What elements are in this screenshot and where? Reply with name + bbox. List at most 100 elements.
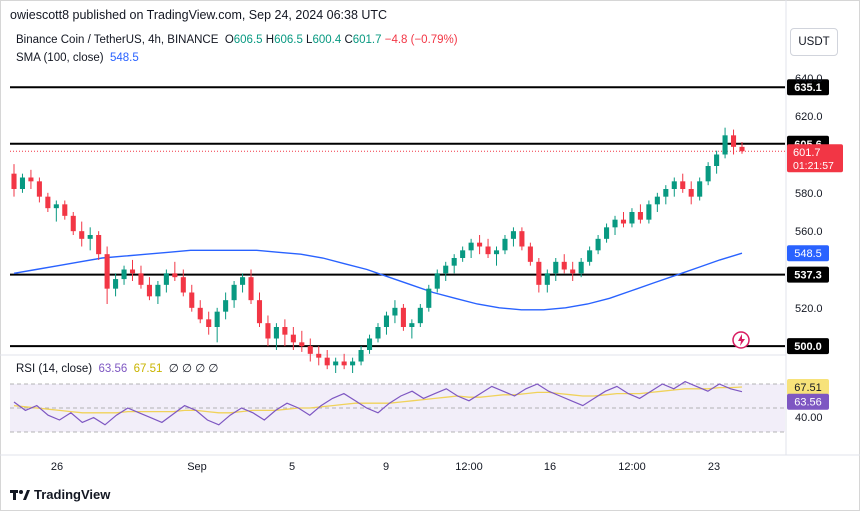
- candle-body: [536, 261, 542, 285]
- candle-body: [11, 173, 17, 189]
- change-value: −4.8 (−0.79%): [384, 34, 458, 46]
- candle-body: [654, 196, 660, 205]
- x-tick-label: 16: [544, 461, 556, 473]
- candle-body: [417, 307, 423, 324]
- candle-body: [350, 361, 356, 366]
- low-label: L: [306, 34, 313, 46]
- x-tick-label: 9: [383, 461, 389, 473]
- last-price-label: 601.7: [793, 147, 821, 159]
- candle-body: [519, 231, 525, 247]
- level-label: 537.3: [794, 270, 822, 282]
- candle-body: [180, 277, 186, 293]
- candle-body: [620, 219, 627, 224]
- x-tick-label: 5: [289, 461, 295, 473]
- level-label: 500.0: [794, 341, 822, 353]
- candle-body: [544, 273, 550, 285]
- candle-body: [104, 254, 110, 289]
- rsi-value: 63.56: [98, 363, 128, 375]
- candle-body: [426, 288, 432, 308]
- candle-body: [290, 334, 296, 343]
- close-label: C: [344, 34, 353, 46]
- candle-body: [561, 261, 567, 270]
- y-tick-label: 640.0: [795, 73, 823, 85]
- candle-body: [333, 361, 339, 366]
- candle-body: [637, 212, 643, 220]
- close-value: 601.7: [352, 34, 382, 46]
- candle-body: [87, 235, 93, 239]
- candle-body: [129, 269, 136, 274]
- candle-body: [265, 323, 271, 339]
- candle-body: [705, 166, 711, 182]
- tradingview-logo-icon: [10, 489, 30, 500]
- candle-body: [341, 361, 347, 366]
- candle-body: [477, 242, 483, 247]
- rsi-ma-tag-label: 67.51: [794, 382, 822, 394]
- published-by-text: owiescott8 published on TradingView.com,…: [10, 8, 388, 22]
- candle-body: [273, 327, 279, 339]
- candle-body: [214, 311, 220, 327]
- candle-body: [383, 315, 390, 327]
- candle-body: [163, 273, 169, 285]
- candle-body: [485, 246, 491, 255]
- candle-body: [688, 189, 694, 197]
- sma-label: SMA (100, close): [16, 52, 104, 64]
- x-tick-label: 12:00: [455, 461, 483, 473]
- symbol-legend[interactable]: Binance Coin / TetherUS, 4h, BINANCE O 60…: [16, 34, 458, 46]
- level-label: 635.1: [794, 82, 822, 94]
- high-value: 606.5: [274, 34, 303, 46]
- open-label: O: [224, 34, 234, 46]
- candle-body: [722, 135, 728, 155]
- y-tick-label: 580.0: [795, 188, 823, 200]
- rsi-legend[interactable]: RSI (14, close) 63.56 67.51 ∅ ∅ ∅ ∅: [16, 361, 218, 375]
- y-tick-label: 520.0: [795, 303, 823, 315]
- y-tick-label: 620.0: [795, 111, 823, 123]
- candle-body: [493, 250, 500, 255]
- candle-body: [595, 238, 601, 251]
- candle-body: [256, 300, 263, 324]
- candle-body: [612, 219, 618, 228]
- candle-body: [680, 181, 686, 189]
- level-tag: [787, 338, 829, 355]
- candle-body: [53, 204, 59, 209]
- candle-body: [28, 177, 34, 182]
- candle-body: [434, 273, 440, 289]
- candle-body: [307, 346, 313, 354]
- level-tag: [787, 266, 829, 283]
- rsi-tag: [787, 393, 829, 410]
- flash-bolt-icon: [738, 334, 745, 346]
- candle-body: [604, 227, 610, 239]
- candle-body: [629, 212, 635, 224]
- sma-value: 548.5: [109, 52, 139, 64]
- symbol-name: Binance Coin / TetherUS, 4h, BINANCE: [16, 34, 219, 46]
- brand-text: TradingView: [34, 487, 111, 502]
- candle-body: [739, 146, 745, 152]
- candle-body: [282, 327, 288, 335]
- candle-body: [96, 235, 102, 255]
- candle-body: [714, 154, 720, 166]
- low-value: 600.4: [312, 34, 342, 46]
- sma-legend[interactable]: SMA (100, close) 548.5: [16, 52, 139, 64]
- tradingview-brand[interactable]: TradingView: [10, 487, 110, 502]
- candle-body: [248, 277, 254, 301]
- candle-body: [62, 204, 68, 216]
- currency-button[interactable]: USDT: [790, 28, 838, 56]
- candle-body: [443, 265, 449, 274]
- candle-body: [223, 300, 229, 312]
- rsi-line: [13, 380, 743, 426]
- candle-body: [468, 242, 474, 251]
- candle-body: [510, 231, 516, 239]
- sma-tag-label: 548.5: [794, 248, 822, 260]
- y-tick-label: 560.0: [795, 226, 823, 238]
- x-tick-label: Sep: [187, 461, 207, 473]
- candle-body: [730, 135, 737, 147]
- candle-body: [663, 189, 669, 197]
- candle-body: [460, 250, 466, 258]
- candle-body: [206, 319, 212, 327]
- candle-body: [45, 196, 51, 209]
- sma-tag: [787, 245, 829, 262]
- candle-body: [138, 273, 144, 285]
- candle-body: [316, 353, 322, 358]
- rsi-ma-tag: [787, 378, 829, 395]
- candle-body: [146, 284, 152, 297]
